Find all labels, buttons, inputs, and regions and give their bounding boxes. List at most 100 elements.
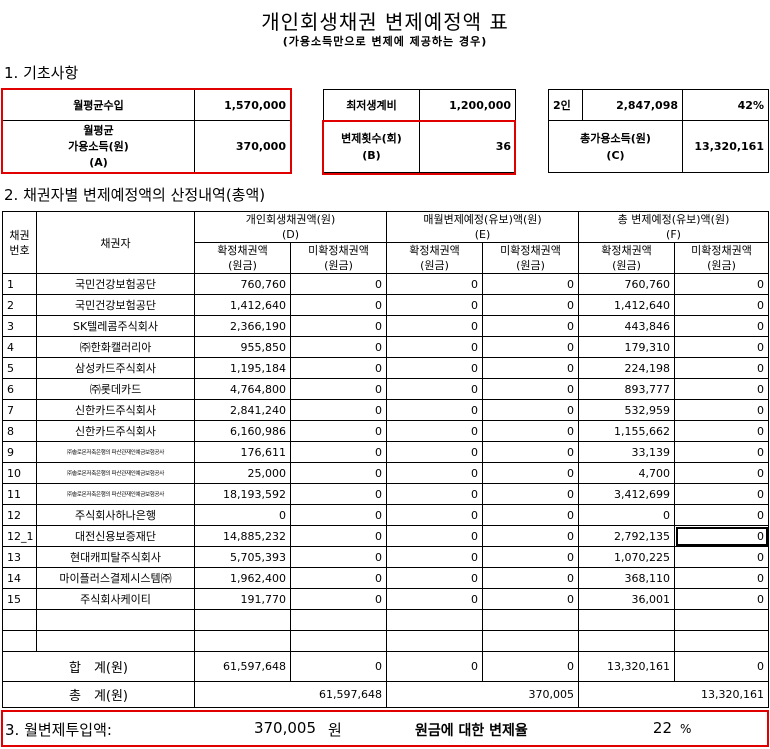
amount-f-confirmed[interactable]: 368,110 — [578, 567, 676, 589]
amount-d-unconfirmed[interactable]: 0 — [289, 483, 388, 505]
amount-d-unconfirmed[interactable]: 0 — [289, 273, 388, 295]
creditor-name[interactable]: 삼성카드주식회사 — [36, 357, 195, 379]
amount-d-confirmed[interactable]: 191,770 — [194, 588, 291, 610]
amount-e-unconfirmed[interactable]: 0 — [482, 420, 580, 442]
monthly-payment-amount[interactable]: 370,005 — [253, 719, 316, 737]
amount-d-confirmed[interactable]: 14,885,232 — [194, 525, 291, 547]
amount-d-unconfirmed[interactable]: 0 — [289, 546, 388, 568]
creditor-name[interactable]: ㈜솔로몬저축은행의 파산관재인예금보험공사 — [36, 462, 195, 484]
amount-d-confirmed[interactable]: 760,760 — [194, 273, 291, 295]
amount-e-unconfirmed[interactable]: 0 — [482, 273, 580, 295]
amount-d-unconfirmed[interactable]: 0 — [289, 378, 388, 400]
household-amount[interactable]: 2,847,098 — [582, 89, 683, 121]
amount-e-unconfirmed[interactable]: 0 — [482, 588, 580, 610]
amount-d-unconfirmed[interactable]: 0 — [289, 504, 388, 526]
creditor-name[interactable]: 현대캐피탈주식회사 — [36, 546, 195, 568]
creditor-name[interactable]: 주식회사케이티 — [36, 588, 195, 610]
amount-e-unconfirmed[interactable]: 0 — [482, 399, 580, 421]
amount-d-confirmed[interactable]: 2,366,190 — [194, 315, 291, 337]
amount-e-unconfirmed[interactable]: 0 — [482, 525, 580, 547]
amount-f-confirmed[interactable]: 224,198 — [578, 357, 676, 379]
amount-d-unconfirmed[interactable]: 0 — [289, 357, 388, 379]
creditor-name[interactable]: ㈜솔로몬저축은행의 파산관재인예금보험공사 — [36, 483, 195, 505]
creditor-name[interactable]: 국민건강보험공단 — [36, 294, 195, 316]
amount-d-unconfirmed[interactable]: 0 — [289, 315, 388, 337]
amount-f-unconfirmed[interactable]: 0 — [674, 441, 770, 463]
amount-e-confirmed[interactable]: 0 — [386, 420, 484, 442]
amount-e-unconfirmed[interactable]: 0 — [482, 483, 580, 505]
total-e[interactable]: 370,005 — [386, 681, 580, 708]
amount-d-confirmed[interactable]: 0 — [194, 504, 291, 526]
amount-f-unconfirmed[interactable]: 0 — [674, 462, 770, 484]
amount-d-confirmed[interactable]: 4,764,800 — [194, 378, 291, 400]
amount-e-confirmed[interactable]: 0 — [386, 399, 484, 421]
amount-f-confirmed[interactable]: 4,700 — [578, 462, 676, 484]
amount-f-unconfirmed[interactable]: 0 — [674, 315, 770, 337]
amount-e-unconfirmed[interactable]: 0 — [482, 504, 580, 526]
total-f[interactable]: 13,320,161 — [578, 681, 770, 708]
amount-e-confirmed[interactable]: 0 — [386, 525, 484, 547]
amount-f-unconfirmed[interactable]: 0 — [674, 588, 770, 610]
amount-d-confirmed[interactable]: 1,195,184 — [194, 357, 291, 379]
amount-d-unconfirmed[interactable]: 0 — [289, 399, 388, 421]
amount-f-unconfirmed[interactable]: 0 — [674, 294, 770, 316]
amount-d-confirmed[interactable]: 6,160,986 — [194, 420, 291, 442]
sum-d1[interactable]: 61,597,648 — [194, 651, 291, 682]
amount-f-confirmed[interactable]: 1,070,225 — [578, 546, 676, 568]
amount-f-confirmed[interactable]: 760,760 — [578, 273, 676, 295]
amount-f-unconfirmed[interactable]: 0 — [674, 525, 770, 547]
amount-f-unconfirmed[interactable]: 0 — [674, 546, 770, 568]
amount-d-unconfirmed[interactable]: 0 — [289, 525, 388, 547]
amount-f-unconfirmed[interactable]: 0 — [674, 567, 770, 589]
amount-e-confirmed[interactable]: 0 — [386, 588, 484, 610]
amount-f-unconfirmed[interactable]: 0 — [674, 420, 770, 442]
amount-e-confirmed[interactable]: 0 — [386, 567, 484, 589]
amount-f-confirmed[interactable]: 443,846 — [578, 315, 676, 337]
amount-e-confirmed[interactable]: 0 — [386, 483, 484, 505]
amount-f-unconfirmed[interactable]: 0 — [674, 378, 770, 400]
amount-f-confirmed[interactable]: 893,777 — [578, 378, 676, 400]
amount-e-unconfirmed[interactable]: 0 — [482, 378, 580, 400]
amount-d-confirmed[interactable]: 1,412,640 — [194, 294, 291, 316]
amount-e-confirmed[interactable]: 0 — [386, 462, 484, 484]
household-ratio[interactable]: 42% — [682, 89, 769, 121]
creditor-name[interactable]: SK텔레콤주식회사 — [36, 315, 195, 337]
amount-f-confirmed[interactable]: 1,155,662 — [578, 420, 676, 442]
amount-d-unconfirmed[interactable]: 0 — [289, 462, 388, 484]
creditor-name[interactable]: 대전신용보증재단 — [36, 525, 195, 547]
creditor-name[interactable]: 마이플러스결제시스템㈜ — [36, 567, 195, 589]
amount-e-unconfirmed[interactable]: 0 — [482, 441, 580, 463]
repayment-rate-value[interactable]: 22 — [652, 719, 672, 737]
amount-f-unconfirmed[interactable]: 0 — [674, 483, 770, 505]
amount-d-unconfirmed[interactable]: 0 — [289, 441, 388, 463]
amount-d-confirmed[interactable]: 25,000 — [194, 462, 291, 484]
amount-e-unconfirmed[interactable]: 0 — [482, 567, 580, 589]
amount-f-confirmed[interactable]: 532,959 — [578, 399, 676, 421]
creditor-name[interactable]: 국민건강보험공단 — [36, 273, 195, 295]
amount-f-unconfirmed[interactable]: 0 — [674, 504, 770, 526]
amount-d-unconfirmed[interactable]: 0 — [289, 294, 388, 316]
creditor-name[interactable]: 주식회사하나은행 — [36, 504, 195, 526]
amount-f-unconfirmed[interactable]: 0 — [674, 399, 770, 421]
amount-f-unconfirmed[interactable]: 0 — [674, 273, 770, 295]
sum-e1[interactable]: 0 — [386, 651, 484, 682]
creditor-name[interactable]: 신한카드주식회사 — [36, 399, 195, 421]
amount-d-confirmed[interactable]: 18,193,592 — [194, 483, 291, 505]
creditor-name[interactable]: 신한카드주식회사 — [36, 420, 195, 442]
amount-f-confirmed[interactable]: 36,001 — [578, 588, 676, 610]
amount-e-unconfirmed[interactable]: 0 — [482, 357, 580, 379]
amount-f-confirmed[interactable]: 2,792,135 — [578, 525, 676, 547]
amount-e-unconfirmed[interactable]: 0 — [482, 336, 580, 358]
amount-d-confirmed[interactable]: 176,611 — [194, 441, 291, 463]
amount-f-confirmed[interactable]: 33,139 — [578, 441, 676, 463]
min-living-value[interactable]: 1,200,000 — [419, 89, 516, 121]
amount-d-confirmed[interactable]: 2,841,240 — [194, 399, 291, 421]
amount-e-confirmed[interactable]: 0 — [386, 504, 484, 526]
monthly-income-value[interactable]: 1,570,000 — [194, 89, 291, 121]
amount-e-unconfirmed[interactable]: 0 — [482, 462, 580, 484]
amount-d-confirmed[interactable]: 5,705,393 — [194, 546, 291, 568]
amount-e-confirmed[interactable]: 0 — [386, 546, 484, 568]
amount-e-confirmed[interactable]: 0 — [386, 294, 484, 316]
amount-e-confirmed[interactable]: 0 — [386, 273, 484, 295]
creditor-name[interactable]: ㈜롯데카드 — [36, 378, 195, 400]
